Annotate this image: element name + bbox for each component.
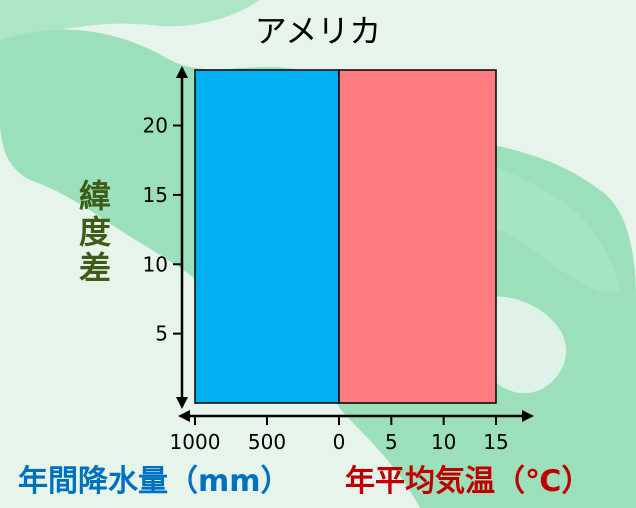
y-axis-arrow-up bbox=[176, 66, 188, 78]
y-axis-label-char: 差 bbox=[78, 249, 111, 287]
y-axis-label: 緯度差 bbox=[78, 178, 112, 286]
temp-tick-label: 5 bbox=[385, 430, 398, 454]
y-axis-label-char: 緯 bbox=[78, 177, 111, 215]
temp-axis-label: 年平均気温（℃） bbox=[345, 464, 592, 499]
x-axis-arrow-right bbox=[522, 410, 534, 422]
precip-bar bbox=[194, 69, 340, 404]
y-axis-label-char: 度 bbox=[78, 213, 111, 251]
temp-tick-label: 15 bbox=[483, 430, 508, 454]
y-tick-label: 5 bbox=[155, 322, 168, 346]
y-tick-label: 20 bbox=[143, 114, 168, 138]
chart-title: アメリカ bbox=[254, 12, 382, 50]
y-tick-label: 15 bbox=[143, 183, 168, 207]
temp-tick-label: 10 bbox=[431, 430, 456, 454]
y-tick-label: 10 bbox=[143, 252, 168, 276]
temp-tick-label: 0 bbox=[333, 430, 346, 454]
precip-tick-label: 1000 bbox=[170, 430, 221, 454]
arctic-land bbox=[0, 0, 260, 40]
temp-bar bbox=[338, 69, 497, 404]
x-axis-arrow-left bbox=[178, 410, 190, 422]
precip-tick-label: 500 bbox=[248, 430, 286, 454]
y-axis-arrow-down bbox=[176, 397, 188, 409]
precip-axis-label: 年間降水量（mm） bbox=[18, 464, 291, 499]
